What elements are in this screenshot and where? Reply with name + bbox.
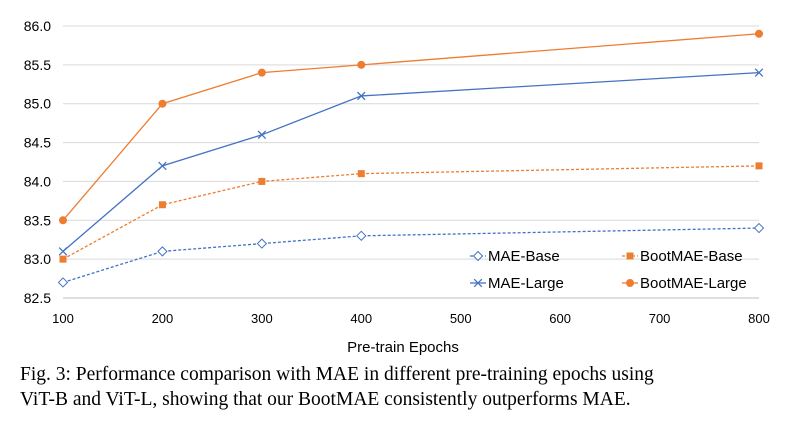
data-point-bootmae-large — [257, 68, 266, 77]
y-tick-label: 84.5 — [24, 135, 51, 151]
data-point-mae-base — [256, 238, 268, 249]
legend-label-mae-large: MAE-Large — [488, 275, 564, 292]
line-chart: 82.5 83.0 83.5 84.0 84.5 85.0 85.5 86.0 100 200 30… — [24, 18, 770, 356]
series-line-mae-large — [62, 71, 760, 252]
legend-label-bootmae-base: BootMAE-Base — [640, 248, 743, 265]
data-point-mae-large — [257, 130, 267, 140]
legend-label-mae-base: MAE-Base — [488, 248, 560, 265]
series-bootmae-base — [59, 162, 763, 263]
x-tick-label: 500 — [450, 311, 472, 326]
figure-caption: Fig. 3: Performance comparison with MAE … — [20, 362, 775, 412]
y-tick-label: 86.0 — [24, 18, 51, 34]
data-point-bootmae-base — [59, 255, 67, 263]
data-point-mae-large — [357, 91, 366, 101]
legend-item-bootmae-large: BootMAE-Large — [622, 275, 747, 292]
series-group — [57, 29, 765, 288]
chart-container: 82.5 83.0 83.5 84.0 84.5 85.0 85.5 86.0 100 200 30… — [24, 18, 770, 356]
caption-line-1: Fig. 3: Performance comparison with MAE … — [20, 364, 654, 385]
y-tick-label: 84.0 — [24, 173, 51, 189]
x-tick-label: 700 — [649, 311, 671, 326]
data-point-mae-base — [57, 277, 69, 288]
legend-marker-bootmae-large — [626, 279, 634, 287]
series-line-bootmae-base — [62, 165, 760, 260]
y-tick-label: 85.5 — [24, 57, 51, 73]
series-bootmae-large — [59, 29, 763, 225]
data-point-bootmae-base — [755, 162, 763, 170]
y-tick-label: 83.0 — [24, 251, 51, 267]
series-mae-base — [57, 222, 765, 288]
series-line-mae-base — [62, 227, 760, 284]
x-axis-label: Pre-train Epochs — [347, 339, 459, 356]
data-point-bootmae-large — [158, 99, 167, 108]
data-point-mae-large — [158, 161, 167, 171]
data-point-bootmae-large — [59, 216, 67, 225]
x-tick-label: 800 — [748, 311, 770, 326]
caption-line-2: ViT-B and ViT-L, showing that our BootMA… — [20, 389, 631, 410]
legend: MAE-Base BootMAE-Base MAE-Large BootMAE-Lar… — [470, 248, 747, 292]
data-point-bootmae-base — [258, 177, 266, 185]
data-point-bootmae-base — [158, 201, 166, 209]
legend-marker-mae-large — [473, 278, 483, 288]
x-tick-label: 600 — [549, 311, 571, 326]
legend-item-bootmae-base: BootMAE-Base — [622, 248, 743, 265]
data-point-mae-large — [58, 247, 68, 256]
legend-item-mae-large: MAE-Large — [470, 275, 564, 292]
data-point-bootmae-large — [357, 60, 366, 69]
data-point-mae-base — [753, 222, 765, 234]
legend-label-bootmae-large: BootMAE-Large — [640, 275, 747, 292]
data-point-mae-large — [754, 68, 764, 77]
data-point-mae-base — [356, 230, 367, 242]
x-tick-label: 100 — [52, 311, 74, 326]
legend-item-mae-base: MAE-Base — [470, 248, 560, 265]
y-tick-label: 85.0 — [24, 96, 51, 112]
x-tick-label: 200 — [152, 311, 174, 326]
legend-marker-mae-base — [472, 250, 484, 262]
series-mae-large — [58, 68, 764, 256]
series-line-bootmae-large — [62, 33, 760, 221]
x-tick-label: 300 — [251, 311, 273, 326]
gridlines — [63, 25, 759, 260]
axes: 82.5 83.0 83.5 84.0 84.5 85.0 85.5 86.0 100 200 30… — [24, 18, 770, 326]
data-point-mae-base — [157, 246, 168, 257]
y-tick-label: 82.5 — [24, 290, 51, 306]
y-tick-label: 83.5 — [24, 212, 51, 228]
data-point-bootmae-base — [357, 170, 365, 178]
x-tick-label: 400 — [350, 311, 372, 326]
legend-marker-bootmae-base — [626, 252, 634, 260]
data-point-bootmae-large — [755, 29, 763, 38]
